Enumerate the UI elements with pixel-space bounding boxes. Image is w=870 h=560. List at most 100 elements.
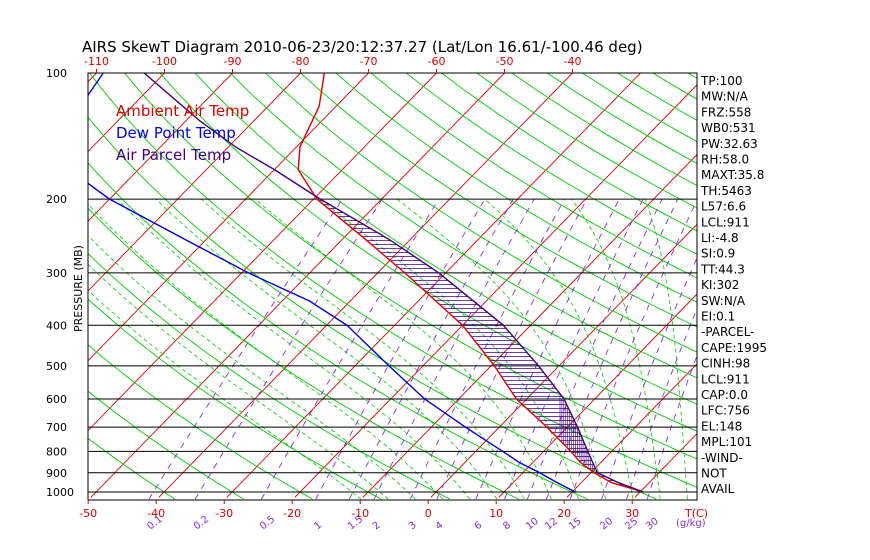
dry-adiabat-line	[88, 390, 244, 500]
dry-adiabat-line	[300, 73, 697, 328]
mixing-ratio-unit-label: (g/kg)	[676, 518, 706, 529]
isotherm-line	[88, 73, 369, 362]
pressure-tick-label: 700	[46, 421, 67, 434]
dry-adiabat-line	[88, 252, 451, 500]
mixing-ratio-label: 3	[407, 520, 419, 533]
dewpoint-temp-line	[88, 73, 576, 493]
dry-adiabat-line	[88, 344, 313, 500]
dry-adiabat-line	[88, 73, 697, 488]
mixing-ratio-label: 1	[312, 520, 324, 533]
index-item: NOT	[701, 467, 727, 481]
legend-dewpoint-label: Dew Point Temp	[116, 124, 236, 142]
bottom-temp-tick-label: 30	[625, 507, 639, 520]
bottom-temp-tick-label: -40	[147, 507, 165, 520]
pressure-tick-label: 500	[46, 360, 67, 373]
chart-title: AIRS SkewT Diagram 2010-06-23/20:12:37.2…	[82, 38, 643, 56]
index-item: CAPE:1995	[701, 341, 767, 355]
bottom-temp-tick-label: -20	[283, 507, 301, 520]
index-item: EI:0.1	[701, 310, 735, 324]
index-item: LCL:911	[701, 215, 750, 229]
legend-parcel-label: Air Parcel Temp	[116, 146, 231, 164]
isotherm-line	[88, 73, 165, 153]
index-item: RH:58.0	[701, 153, 749, 167]
moist-adiabat-line	[644, 198, 688, 500]
index-item: SW:N/A	[701, 294, 746, 308]
index-item: LI:-4.8	[701, 231, 739, 245]
bottom-temp-tick-label: -30	[215, 507, 233, 520]
dry-adiabat-line	[194, 73, 697, 405]
dry-adiabat-line	[88, 298, 382, 500]
legend-ambient-label: Ambient Air Temp	[116, 102, 249, 120]
index-item: PW:32.63	[701, 137, 758, 151]
moist-adiabat-line	[88, 235, 416, 500]
index-item: FRZ:558	[701, 105, 751, 119]
dry-adiabat-line	[159, 73, 697, 432]
index-item: MAXT:35.8	[701, 168, 764, 182]
background-grid	[88, 73, 697, 500]
pressure-tick-label: 600	[46, 393, 67, 406]
pressure-tick-label: 200	[46, 193, 67, 206]
index-item: SI:0.9	[701, 247, 735, 261]
index-item: CAP:0.0	[701, 388, 748, 402]
index-item: -WIND-	[701, 451, 743, 465]
cape-hatching	[318, 200, 624, 486]
index-item: KI:302	[701, 278, 739, 292]
index-item: AVAIL	[701, 482, 735, 496]
moist-adiabat-line	[116, 198, 471, 500]
moist-adiabat-line	[396, 198, 607, 500]
isotherm-line	[88, 73, 233, 222]
pressure-tick-label: 800	[46, 445, 67, 458]
x-axis-unit-label: T(C)	[684, 507, 708, 520]
pressure-tick-label: 100	[46, 67, 67, 80]
top-temp-tick-label: -60	[428, 55, 446, 68]
index-item: CINH:98	[701, 357, 750, 371]
index-item: EL:148	[701, 419, 742, 433]
index-item: MPL:101	[701, 435, 752, 449]
pressure-tick-label: 300	[46, 267, 67, 280]
profile-lines	[88, 73, 644, 493]
top-temp-tick-label: -70	[360, 55, 378, 68]
index-item: TT:44.3	[700, 262, 745, 276]
legend: Ambient Air Temp Dew Point Temp Air Parc…	[116, 102, 249, 164]
top-temp-tick-label: -100	[152, 55, 177, 68]
bottom-temp-tick-label: 10	[489, 507, 503, 520]
bottom-temp-tick-label: -10	[351, 507, 369, 520]
moist-adiabat-line	[88, 263, 389, 500]
mixing-ratio-line	[148, 198, 343, 500]
top-temp-tick-label: -90	[224, 55, 242, 68]
index-item: LCL:911	[701, 372, 750, 386]
top-temp-tick-label: -80	[292, 55, 310, 68]
mixing-ratio-line	[194, 198, 383, 500]
index-item: TH:5463	[700, 184, 752, 198]
dry-adiabat-line	[88, 437, 176, 500]
dry-adiabat-line	[405, 73, 697, 255]
mixing-ratio-label: 2	[371, 520, 383, 533]
index-item: -PARCEL-	[701, 325, 755, 339]
top-temp-tick-label: -110	[84, 55, 109, 68]
moist-adiabat-line	[155, 198, 498, 500]
pressure-tick-label: 900	[46, 467, 67, 480]
dry-adiabat-line	[229, 73, 697, 379]
pressure-tick-label: 1000	[46, 486, 74, 499]
index-item: MW:N/A	[701, 90, 749, 104]
bottom-temp-tick-label: 20	[557, 507, 571, 520]
index-item: WB0:531	[701, 121, 756, 135]
index-item: L57:6.6	[701, 200, 746, 214]
top-temp-tick-label: -50	[496, 55, 514, 68]
dry-adiabat-line	[335, 73, 697, 303]
mixing-ratio-label: 4	[434, 520, 446, 533]
y-axis-label: PRESSURE (MB)	[72, 245, 85, 332]
top-temp-tick-label: -40	[564, 55, 582, 68]
dry-adiabat-line	[88, 162, 588, 500]
index-item: LFC:756	[701, 404, 750, 418]
parcel-temp-line	[143, 73, 644, 493]
dry-adiabat-line	[370, 73, 697, 279]
mixing-ratio-label: 8	[501, 520, 513, 533]
bottom-temp-tick-label: -50	[79, 507, 97, 520]
pressure-tick-label: 400	[46, 319, 67, 332]
mixing-ratio-label: 6	[473, 520, 485, 533]
bottom-temp-tick-label: 0	[425, 507, 432, 520]
ambient-temp-line	[297, 73, 644, 493]
